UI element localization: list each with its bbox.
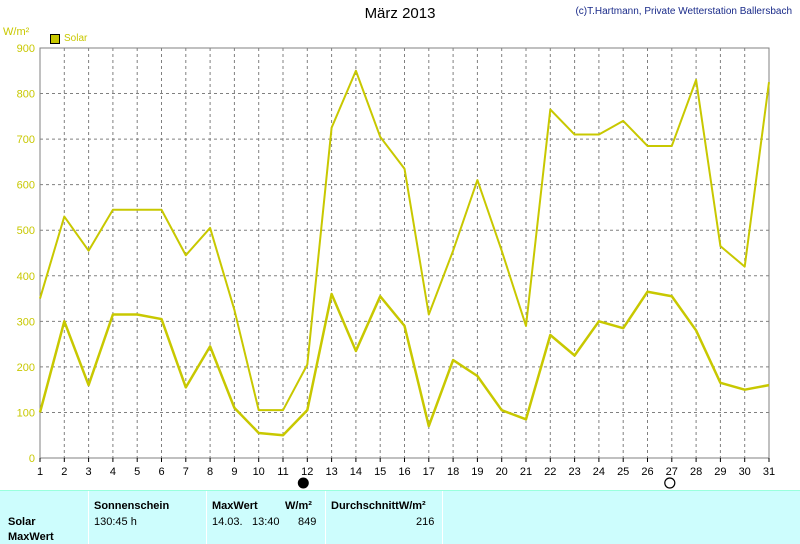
x-tick-label: 1 xyxy=(37,466,43,478)
x-tick-label: 28 xyxy=(690,466,702,478)
x-tick-label: 9 xyxy=(231,466,237,478)
row-label-maxwert: MaxWert xyxy=(8,531,54,543)
y-tick-label: 500 xyxy=(17,225,35,237)
x-tick-label: 16 xyxy=(398,466,410,478)
header-sunshine: Sonnenschein xyxy=(94,500,170,512)
copyright-text: (c)T.Hartmann, Private Wetterstation Bal… xyxy=(575,6,792,17)
series-line-lower xyxy=(38,290,770,437)
x-tick-label: 19 xyxy=(471,466,483,478)
x-tick-label: 31 xyxy=(763,466,775,478)
x-tick-label: 22 xyxy=(544,466,556,478)
stats-table: Sonnenschein MaxWert W/m² DurchschnittW/… xyxy=(0,490,800,544)
legend: Solar xyxy=(50,33,87,44)
max-date: 14.03. xyxy=(212,516,243,528)
x-tick-label: 25 xyxy=(617,466,629,478)
y-axis-unit: W/m² xyxy=(3,26,30,38)
header-unit: W/m² xyxy=(285,500,312,512)
x-tick-label: 27 xyxy=(666,466,678,478)
new-moon-marker xyxy=(297,477,309,489)
y-tick-label: 100 xyxy=(17,407,35,419)
x-tick-label: 23 xyxy=(568,466,580,478)
x-tick-label: 13 xyxy=(325,466,337,478)
x-tick-label: 30 xyxy=(739,466,751,478)
x-tick-label: 5 xyxy=(134,466,140,478)
row-label-solar: Solar xyxy=(8,516,36,528)
y-tick-label: 200 xyxy=(17,362,35,374)
header-average: DurchschnittW/m² xyxy=(331,500,426,512)
x-tick-label: 24 xyxy=(593,466,605,478)
x-tick-label: 29 xyxy=(714,466,726,478)
y-tick-label: 300 xyxy=(17,316,35,328)
legend-swatch xyxy=(50,33,60,44)
average-value: 216 xyxy=(416,516,435,528)
y-tick-label: 600 xyxy=(17,180,35,192)
x-tick-label: 8 xyxy=(207,466,213,478)
x-tick-label: 6 xyxy=(158,466,164,478)
x-tick-label: 17 xyxy=(423,466,435,478)
header-maxwert: MaxWert xyxy=(212,500,258,512)
x-tick-label: 12 xyxy=(301,466,313,478)
x-tick-label: 14 xyxy=(350,466,362,478)
full-moon-marker xyxy=(664,477,676,489)
y-tick-label: 800 xyxy=(17,89,35,101)
max-time: 13:40 xyxy=(252,516,280,528)
y-tick-label: 900 xyxy=(17,43,35,55)
x-tick-label: 7 xyxy=(183,466,189,478)
max-value: 849 xyxy=(298,516,317,528)
x-tick-label: 21 xyxy=(520,466,532,478)
chart-title: März 2013 xyxy=(364,5,436,22)
y-tick-label: 700 xyxy=(17,134,35,146)
x-tick-label: 15 xyxy=(374,466,386,478)
x-tick-label: 20 xyxy=(496,466,508,478)
x-tick-label: 4 xyxy=(110,466,116,478)
y-tick-label: 400 xyxy=(17,271,35,283)
sunshine-value: 130:45 h xyxy=(94,516,137,528)
x-tick-label: 26 xyxy=(641,466,653,478)
series-line-upper xyxy=(39,69,770,412)
x-tick-label: 3 xyxy=(86,466,92,478)
x-tick-label: 10 xyxy=(253,466,265,478)
x-tick-label: 18 xyxy=(447,466,459,478)
legend-label: Solar xyxy=(64,33,88,44)
x-tick-label: 2 xyxy=(61,466,67,478)
x-tick-label: 11 xyxy=(277,466,288,478)
y-tick-label: 0 xyxy=(29,453,35,465)
